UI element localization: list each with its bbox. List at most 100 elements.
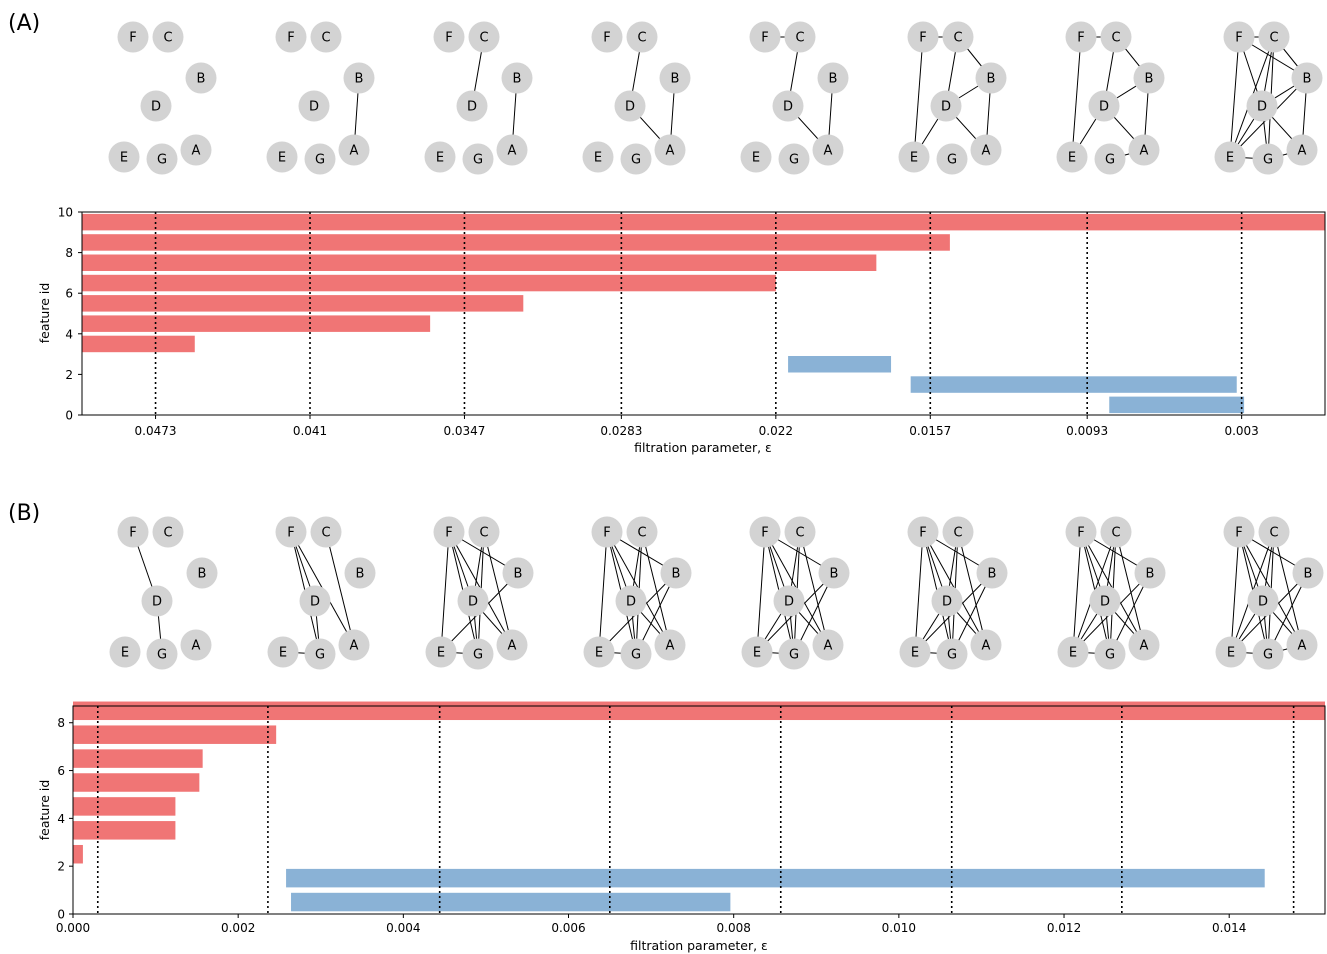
panel-a-barcode-plot: 0.0473 0.041 0.0347 0.0283 0.022 0.0157 0.0093… <box>58 206 1326 438</box>
panel-b-graph-3-node-E <box>425 636 457 668</box>
panel-a-graph-3-node-label-C: C <box>479 31 488 46</box>
panel-b-graph-2-edge-CA <box>325 531 355 646</box>
panel-b-graph-3-node-A <box>496 629 528 661</box>
panel-a-graph-1-node-label-G: G <box>157 153 167 168</box>
panel-b-graph-2-node-label-C: C <box>321 526 330 541</box>
panel-b-graph-2-node-G <box>304 638 336 670</box>
panel-b-graph-5-node-F <box>749 516 781 548</box>
panel-b-x-tick-label-5: 0.010 <box>882 921 916 935</box>
panel-b-graph-1-node-G <box>146 638 178 670</box>
panel-a-graph-4-node-label-A: A <box>666 144 675 159</box>
panel-a-graph-2-node-G <box>304 143 336 175</box>
panel-b-graph-3-edge-CA <box>483 531 513 646</box>
panel-b-x-axis-label: filtration parameter, ε <box>630 938 768 953</box>
panel-a-y-tick-label-4: 8 <box>65 246 73 260</box>
panel-b-graph-7-edge-CA <box>1115 531 1145 646</box>
panel-b-bar-feature-2 <box>73 844 83 864</box>
panel-a-graph-8-node-B <box>1291 62 1323 94</box>
panel-b-graph-6-node-label-E: E <box>911 646 919 661</box>
panel-a-graph-6-node-label-D: D <box>941 100 951 115</box>
panel-b-bar-feature-4 <box>73 797 176 816</box>
panel-a-graph-3-node-label-F: F <box>445 31 452 46</box>
panel-b-y-tick-label-0: 0 <box>57 908 65 922</box>
panel-b-graph-8-edge-FE <box>1230 531 1240 653</box>
panel-a-bar-feature-4 <box>82 315 431 332</box>
panel-a-x-tick-label-0: 0.0473 <box>135 424 177 438</box>
panel-b-graph-5-node-label-F: F <box>761 526 768 541</box>
panel-b-graph-8-node-label-D: D <box>1258 595 1268 610</box>
panel-b-graph-3-node-B <box>502 557 534 589</box>
panel-a-x-tick-label-2: 0.0347 <box>443 424 485 438</box>
panel-b-graph-4-node-label-F: F <box>603 526 610 541</box>
panel-a-graph-2-node-label-F: F <box>287 31 294 46</box>
panel-a-graph-8-node-label-A: A <box>1298 144 1307 159</box>
panel-a-graph-7-node-label-C: C <box>1111 31 1120 46</box>
panel-b-graph-8-node-F <box>1223 516 1255 548</box>
panel-b-graph-5-node-label-C: C <box>795 526 804 541</box>
panel-b-graph-7-node-D <box>1089 585 1121 617</box>
panel-b-graph-4-node-label-G: G <box>631 648 641 663</box>
panel-a-graph-2-node-label-B: B <box>355 72 364 87</box>
panel-a-graph-1-node-label-F: F <box>129 31 136 46</box>
panel-b-graph-7-node-label-G: G <box>1105 648 1115 663</box>
panel-b-graph-6-node-E <box>899 636 931 668</box>
panel-b-graph-1-node-label-A: A <box>192 639 201 654</box>
panel-b-graph-7-node-E <box>1057 636 1089 668</box>
panel-a-graph-4-node-label-D: D <box>625 100 635 115</box>
panel-b-graph-2-node-label-G: G <box>315 648 325 663</box>
panel-b-filtration-graphs: A B C D E F G A B C D E F G A B C D E F G A B C D E F G A B C D E F G A B C D E… <box>109 516 1324 670</box>
panel-b-graph-3-node-D <box>457 585 489 617</box>
panel-b-graph-5-edge-FE <box>756 531 766 653</box>
panel-b-graph-4-node-G <box>620 638 652 670</box>
panel-a-graph-8-node-F <box>1223 21 1255 53</box>
panel-b-graph-2-node-F <box>275 516 307 548</box>
panel-a-graph-7-edge-FE <box>1071 36 1082 158</box>
panel-a-graph-2: A B C D E F G <box>266 21 375 175</box>
panel-b-graph-3-node-label-C: C <box>479 526 488 541</box>
panel-a-bar-feature-6 <box>82 274 776 292</box>
panel-a-graph-8-node-label-D: D <box>1257 100 1267 115</box>
panel-a-graph-4-node-label-G: G <box>631 153 641 168</box>
panel-b-graph-5-node-A <box>812 629 844 661</box>
panel-a-graph-3-node-E <box>424 141 456 173</box>
panel-b-graph-3-node-label-F: F <box>445 526 452 541</box>
panel-b-graph-8-node-label-A: A <box>1298 639 1307 654</box>
panel-a-graph-5-node-A <box>812 134 844 166</box>
panel-a-graph-7-node-label-E: E <box>1068 151 1076 166</box>
panel-a-graph-1-node-B <box>185 62 217 94</box>
panel-b-graph-1-node-C <box>152 516 184 548</box>
panel-a-graph-6-node-label-B: B <box>987 72 996 87</box>
panel-a-graph-3-node-label-D: D <box>467 100 477 115</box>
panel-b-graph-8-edge-CA <box>1273 531 1303 646</box>
panel-a-graph-5-node-F <box>749 21 781 53</box>
panel-a-graph-7: A B C D E F G <box>1056 21 1165 175</box>
panel-a-graph-7-node-label-F: F <box>1077 31 1084 46</box>
panel-b-graph-1-node-label-E: E <box>121 646 129 661</box>
panel-a-graph-7-node-D <box>1088 90 1120 122</box>
panel-a-graph-4-node-B <box>659 62 691 94</box>
panel-a-graph-7-node-label-A: A <box>1140 144 1149 159</box>
panel-a-graph-7-node-B <box>1133 62 1165 94</box>
panel-b-x-tick-label-1: 0.002 <box>221 921 255 935</box>
panel-b-graph-8-node-E <box>1215 636 1247 668</box>
panel-b-graph-5-node-label-D: D <box>784 595 794 610</box>
panel-b-graph-5-node-G <box>778 638 810 670</box>
panel-b-graph-1-node-F <box>117 516 149 548</box>
panel-a-bar-feature-7 <box>82 254 877 271</box>
panel-a-x-tick-label-4: 0.022 <box>759 424 793 438</box>
panel-b-graph-8-node-label-F: F <box>1235 526 1242 541</box>
panel-a-graph-5-node-E <box>740 141 772 173</box>
panel-a-filtration-graphs: A B C D E F G A B C D E F G A B C D E F G A B C D E F G A B C D E F G A B C D E… <box>108 21 1323 175</box>
panel-a-graph-4-node-label-B: B <box>671 72 680 87</box>
panel-a-graph-2-node-label-E: E <box>278 151 286 166</box>
panel-a-graph-4-node-D <box>614 90 646 122</box>
panel-a-graph-2-node-label-A: A <box>350 144 359 159</box>
panel-b-barcode-plot: 0.000 0.002 0.004 0.006 0.008 0.010 0.012 0.014… <box>56 701 1326 935</box>
panel-a-graph-2-node-label-G: G <box>315 153 325 168</box>
panel-b-x-tick-label-6: 0.012 <box>1047 921 1081 935</box>
panel-b-graph-5-edge-CA <box>799 531 829 646</box>
panel-a-x-tick-label-6: 0.0093 <box>1066 424 1108 438</box>
panel-b-graph-2-node-D <box>299 585 331 617</box>
panel-a-graph-8: A B C D E F G <box>1214 21 1323 175</box>
